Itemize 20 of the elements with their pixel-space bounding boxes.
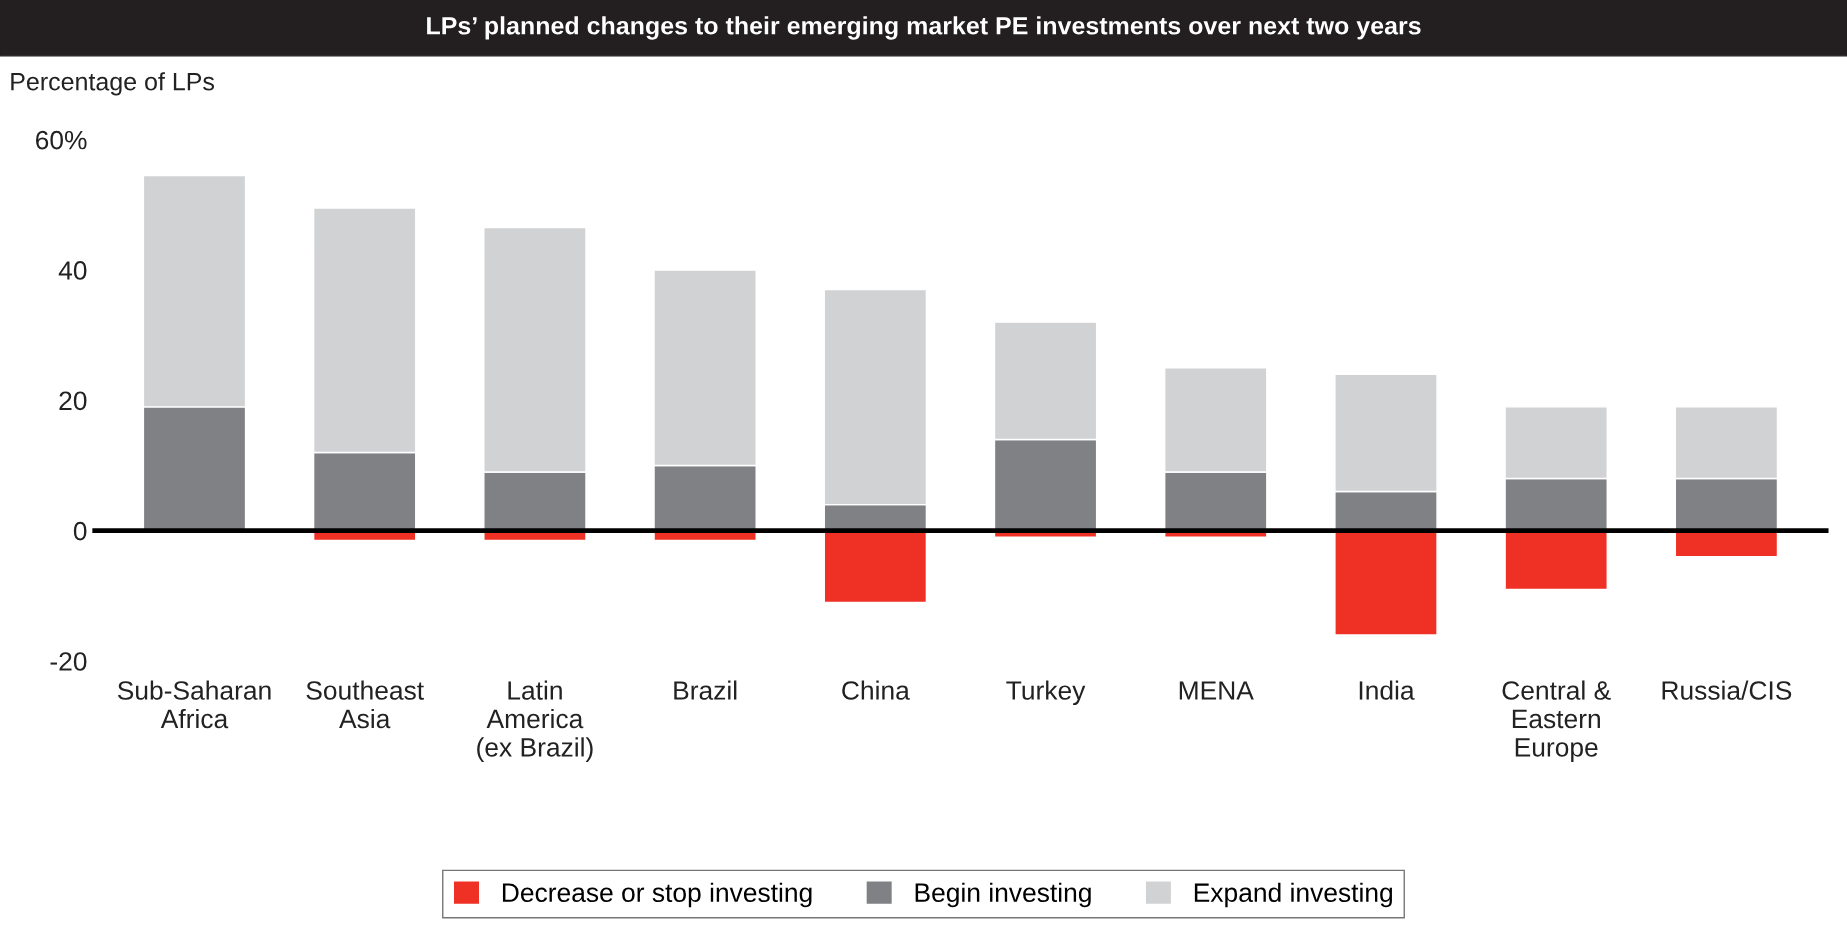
- x-tick-label: Southeast Asia: [306, 680, 424, 729]
- y-tick-label: -20: [50, 652, 87, 671]
- x-tick-label: India: [1359, 680, 1415, 700]
- legend-label: Decrease or stop investing: [502, 882, 812, 908]
- x-tick-label: China: [842, 680, 910, 700]
- y-tick-label: 60%: [36, 130, 87, 150]
- chart-title: LPs’ planned changes to their emerging market PE investments over next two years: [427, 16, 1421, 40]
- x-tick-label: Turkey: [1006, 680, 1086, 706]
- y-tick-label: 20: [59, 391, 87, 411]
- x-tick-label: Latin America (ex Brazil): [477, 680, 593, 762]
- x-tick-label: Sub-Saharan Africa: [117, 680, 271, 729]
- y-axis-title: Percentage of LPs: [11, 72, 215, 96]
- legend-label: Begin investing: [915, 882, 1091, 908]
- legend-label: Expand investing: [1194, 882, 1393, 908]
- x-tick-label: Brazil: [674, 680, 737, 700]
- y-tick-label: 40: [58, 261, 87, 280]
- x-tick-label: Central & Eastern Europe: [1502, 680, 1611, 762]
- x-tick-label: Russia/CIS: [1662, 680, 1792, 700]
- x-tick-label: MENA: [1179, 681, 1254, 700]
- y-tick-label: 0: [73, 521, 87, 541]
